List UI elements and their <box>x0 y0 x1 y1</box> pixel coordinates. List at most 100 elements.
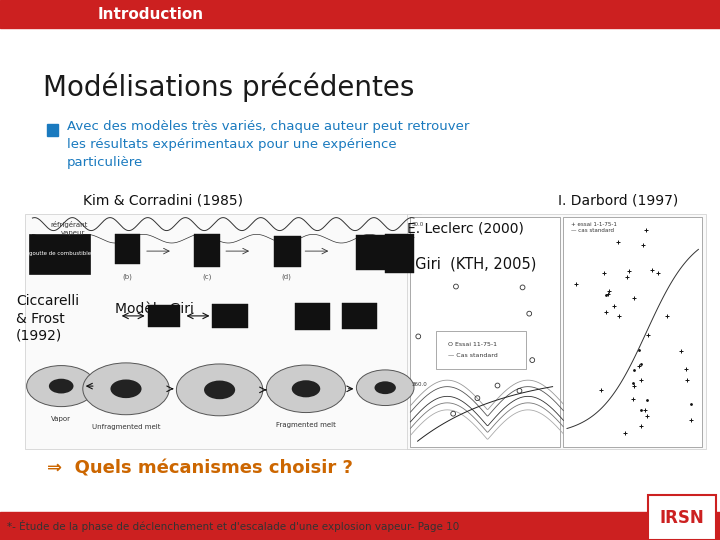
Text: — Cas standard: — Cas standard <box>448 353 498 358</box>
Point <box>603 286 615 295</box>
Point <box>642 412 653 421</box>
Bar <box>212 304 248 328</box>
Point <box>629 382 640 390</box>
Point <box>661 312 672 320</box>
Text: Kim & Corradini (1985): Kim & Corradini (1985) <box>83 194 243 208</box>
Text: Modélisations précédentes: Modélisations précédentes <box>43 73 415 103</box>
Text: E. Leclerc (2000): E. Leclerc (2000) <box>407 222 523 236</box>
Ellipse shape <box>356 370 414 406</box>
Point <box>621 272 633 281</box>
Bar <box>563 217 702 447</box>
Point <box>681 376 693 384</box>
Point <box>513 387 525 395</box>
Point <box>636 375 647 384</box>
Point <box>675 347 687 356</box>
Point <box>685 400 697 408</box>
Point <box>685 416 697 424</box>
Text: 360.0: 360.0 <box>412 382 428 387</box>
Text: (d): (d) <box>281 274 291 280</box>
FancyBboxPatch shape <box>648 495 716 540</box>
Ellipse shape <box>374 381 396 394</box>
Point <box>639 405 651 414</box>
Ellipse shape <box>110 380 142 398</box>
Text: vapeur: vapeur <box>61 230 86 235</box>
Text: O Essai 11-75-1: O Essai 11-75-1 <box>448 342 497 347</box>
Point <box>637 241 649 249</box>
Point <box>523 309 535 318</box>
Bar <box>47 124 58 136</box>
FancyBboxPatch shape <box>436 331 526 369</box>
Text: A. Giri  (KTH, 2005): A. Giri (KTH, 2005) <box>396 256 536 271</box>
Point <box>629 366 640 374</box>
Text: (b): (b) <box>122 274 132 280</box>
Point <box>635 422 647 430</box>
Point <box>629 294 640 302</box>
Bar <box>356 235 389 270</box>
Bar <box>342 303 377 329</box>
Text: Modèle Giri: Modèle Giri <box>115 302 194 316</box>
Point <box>447 409 459 418</box>
Point <box>612 238 624 246</box>
Text: *- Étude de la phase de déclenchement et d'escalade d'une explosion vapeur- Page: *- Étude de la phase de déclenchement et… <box>7 520 459 532</box>
Bar <box>274 236 301 267</box>
Bar <box>25 214 421 449</box>
Point <box>619 429 631 437</box>
Point <box>598 268 610 277</box>
Point <box>613 312 625 320</box>
Point <box>570 280 581 288</box>
Point <box>642 331 654 340</box>
Bar <box>385 234 414 273</box>
Point <box>635 406 647 414</box>
Point <box>450 282 462 291</box>
Bar <box>194 234 220 267</box>
Point <box>608 302 620 310</box>
Text: Fragmented melt: Fragmented melt <box>276 422 336 428</box>
Text: Avec des modèles très variés, chaque auteur peut retrouver
les résultats expérim: Avec des modèles très variés, chaque aut… <box>67 120 469 169</box>
Ellipse shape <box>83 363 169 415</box>
Bar <box>148 305 180 327</box>
Point <box>472 394 483 402</box>
Bar <box>407 214 706 449</box>
Bar <box>295 303 330 330</box>
Text: Introduction: Introduction <box>97 6 203 22</box>
Bar <box>410 217 560 447</box>
Text: Ciccarelli
& Frost
(1992): Ciccarelli & Frost (1992) <box>16 294 79 343</box>
Text: IRSN: IRSN <box>660 509 705 526</box>
Point <box>600 307 612 316</box>
Ellipse shape <box>266 365 346 413</box>
Point <box>600 291 612 300</box>
Point <box>634 362 645 370</box>
Bar <box>115 234 140 264</box>
Text: Unfragmented melt: Unfragmented melt <box>91 424 161 430</box>
Bar <box>29 234 90 274</box>
Ellipse shape <box>176 364 263 416</box>
Point <box>628 379 639 387</box>
Ellipse shape <box>27 366 96 407</box>
Ellipse shape <box>204 381 235 399</box>
Point <box>492 381 503 390</box>
Point <box>647 266 658 274</box>
Ellipse shape <box>49 379 73 394</box>
Text: goutte de combustible: goutte de combustible <box>29 251 91 256</box>
Point <box>526 356 538 364</box>
Point <box>517 283 528 292</box>
Point <box>680 364 692 373</box>
Point <box>628 395 639 403</box>
Bar <box>0 0 720 28</box>
Bar <box>0 512 720 540</box>
Point <box>451 333 462 342</box>
Point <box>441 341 452 350</box>
Point <box>595 385 607 394</box>
Point <box>413 332 424 341</box>
Point <box>634 346 645 354</box>
Point <box>602 290 613 299</box>
Point <box>642 396 653 404</box>
Point <box>641 226 652 234</box>
Text: 30.0: 30.0 <box>412 222 424 227</box>
Ellipse shape <box>292 380 320 397</box>
Point <box>623 267 634 275</box>
Text: Vapor: Vapor <box>51 416 71 422</box>
Point <box>511 348 523 356</box>
Text: ⇒  Quels mécanismes choisir ?: ⇒ Quels mécanismes choisir ? <box>47 460 353 478</box>
Point <box>652 268 664 277</box>
